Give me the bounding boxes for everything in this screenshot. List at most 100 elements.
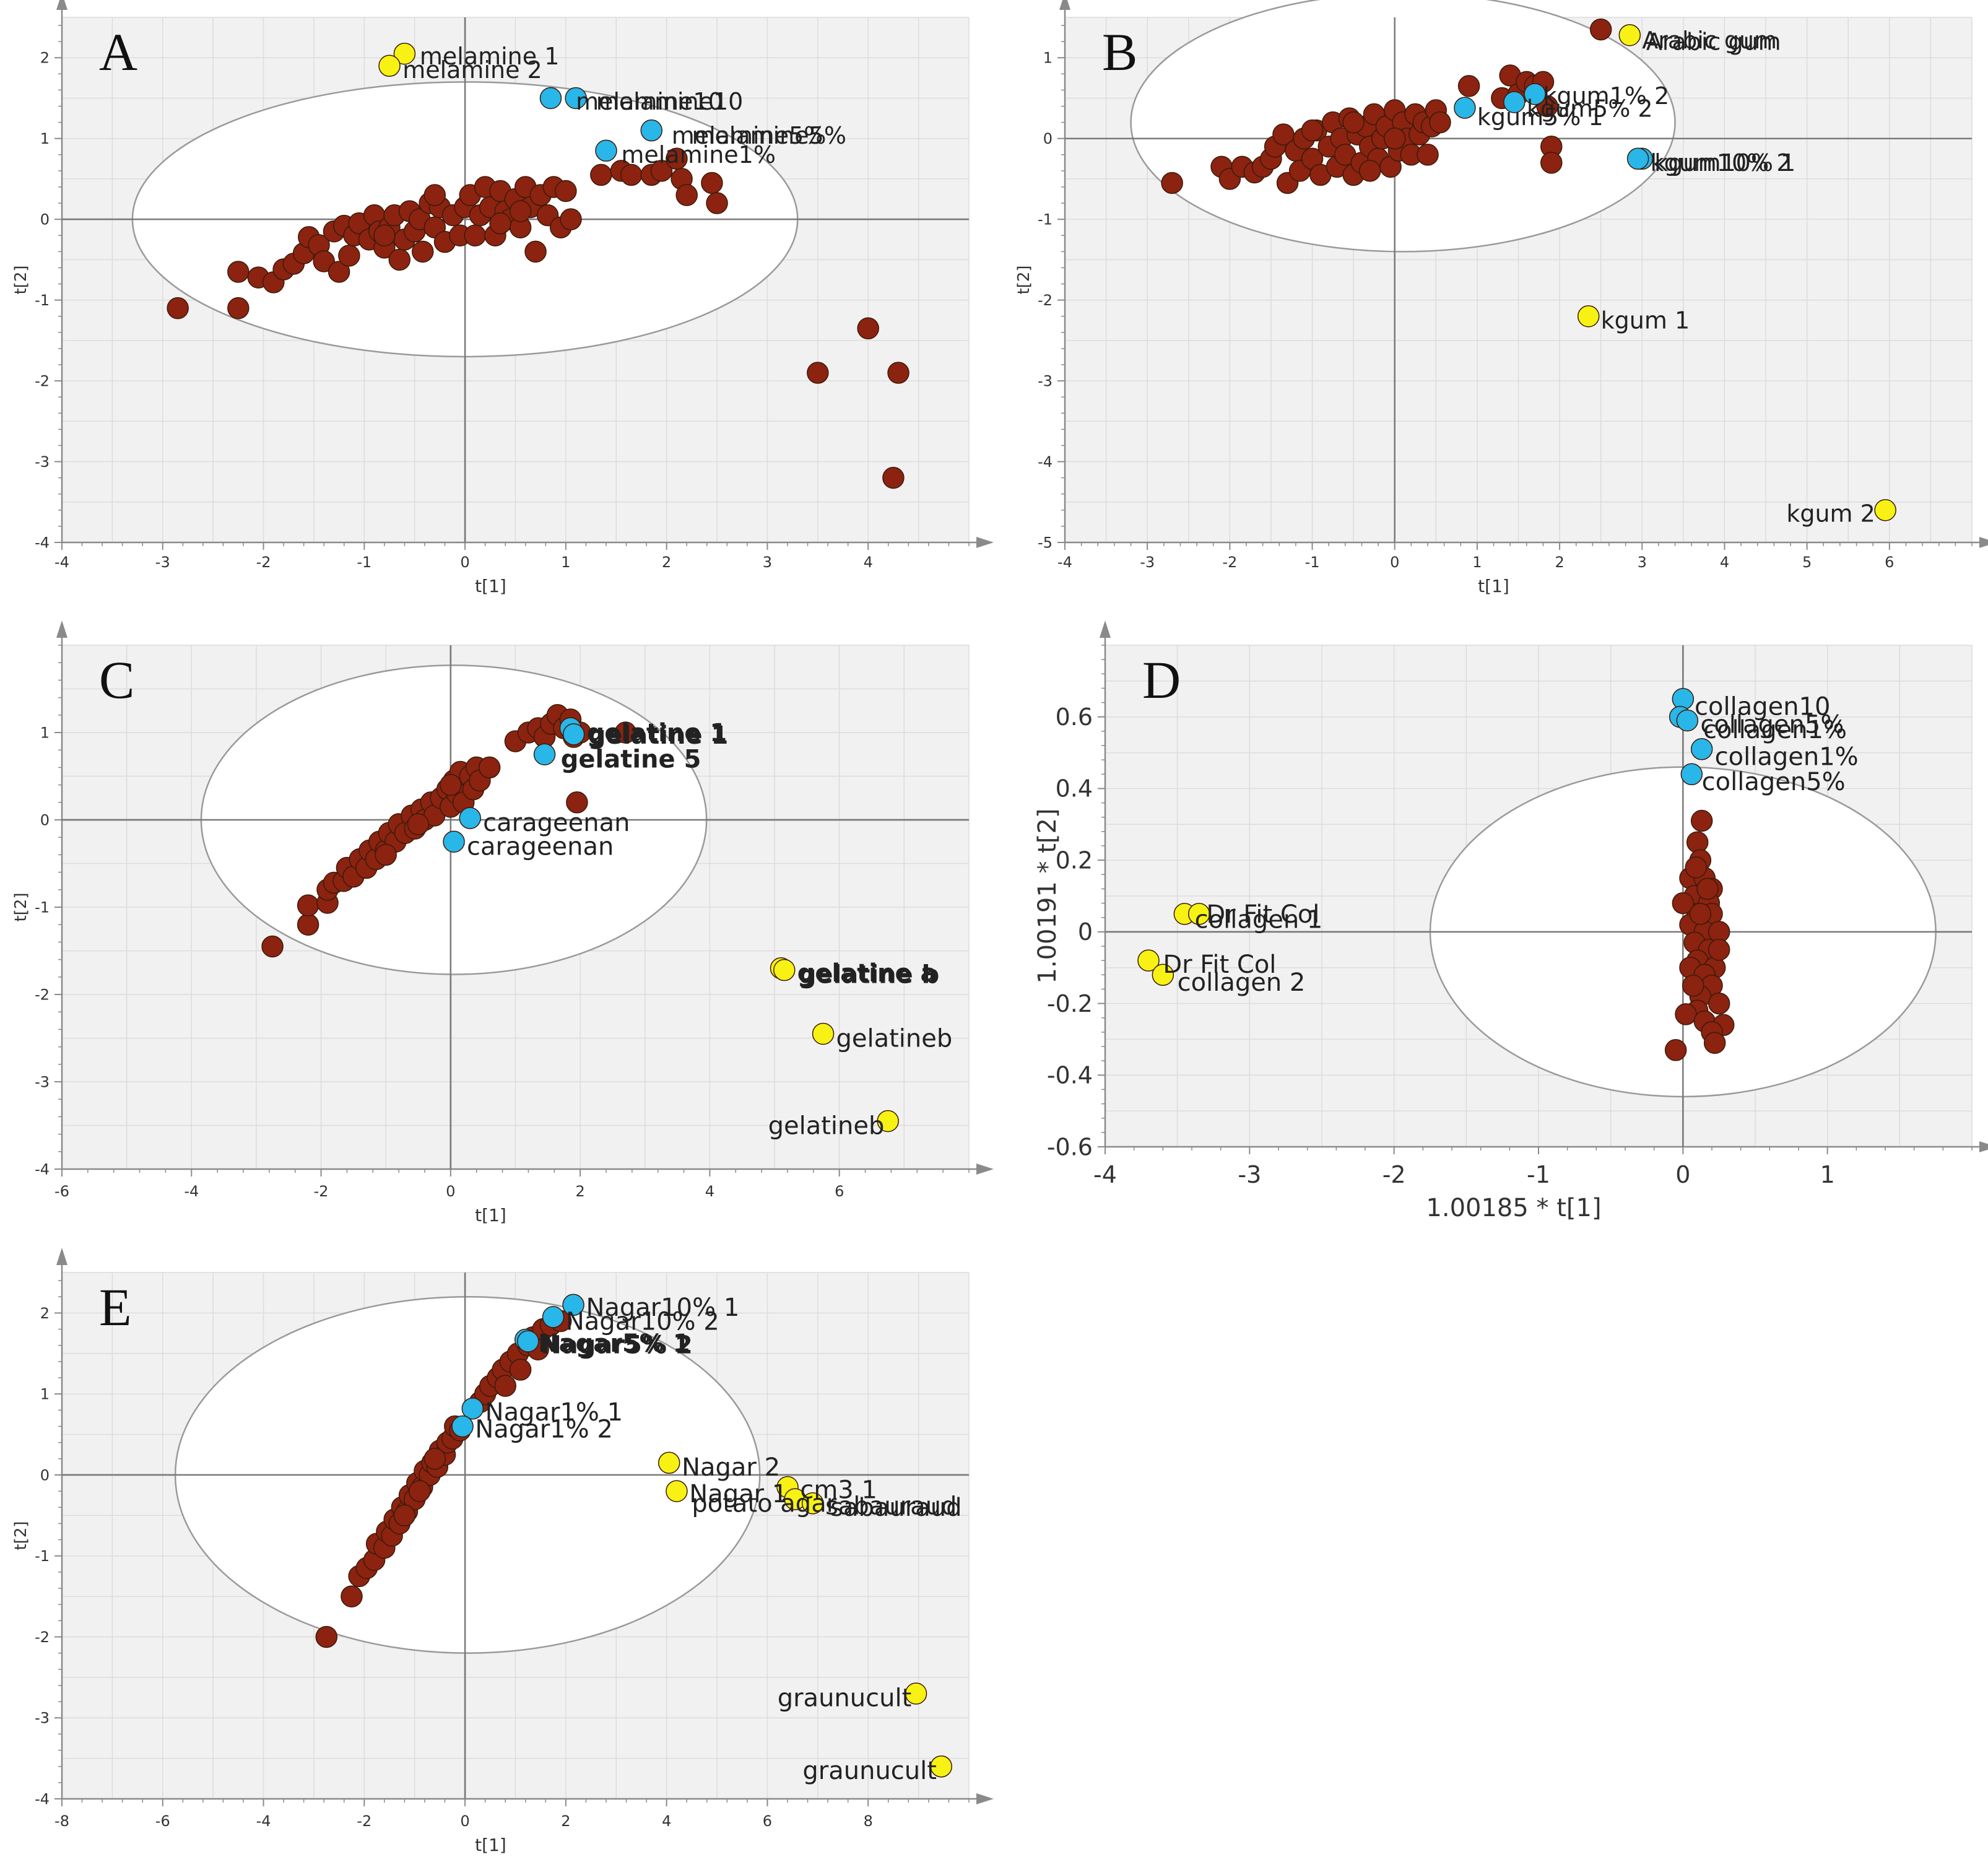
point-samples (328, 261, 350, 283)
point-samples (261, 935, 284, 958)
point-label: kgum5% 2 (1527, 95, 1653, 123)
point-label: Nagar5% 1 (538, 1329, 690, 1358)
point-references (393, 42, 416, 65)
y-axis-label: t[2] (1015, 265, 1033, 294)
point-samples (882, 466, 905, 489)
point-samples (409, 1480, 431, 1502)
point-samples (1301, 119, 1324, 142)
point-label: collagen10 (1695, 692, 1830, 721)
x-axis-arrow (1979, 1141, 1988, 1152)
x-tick-label: -4 (1093, 1161, 1117, 1188)
point-samples (1696, 877, 1719, 900)
x-tick-label: -3 (155, 554, 170, 571)
x-tick-label: 1 (561, 554, 570, 571)
y-tick-label: -1 (1038, 211, 1053, 228)
point-label: collagen1% (1715, 742, 1859, 771)
point-adulterated (1626, 147, 1649, 170)
point-samples (1417, 144, 1439, 166)
y-tick-label: 0 (40, 811, 50, 829)
point-samples (701, 172, 723, 194)
x-tick-label: 6 (1885, 554, 1894, 571)
y-tick-label: -3 (35, 453, 50, 471)
y-tick-label: -2 (35, 1629, 50, 1646)
point-samples (1690, 809, 1713, 832)
point-label: sabauraud (825, 1492, 957, 1521)
point-adulterated (1524, 83, 1546, 105)
point-label: graunucult (802, 1757, 937, 1785)
x-tick-label: 3 (1638, 554, 1647, 571)
point-samples (440, 773, 462, 796)
point-label: gelatineb (836, 1025, 952, 1053)
y-tick-label: -0.6 (1047, 1133, 1093, 1160)
x-tick-label: 6 (763, 1812, 772, 1830)
point-samples (560, 208, 582, 230)
point-samples (650, 160, 673, 182)
point-label: gelatine a (797, 959, 937, 988)
point-adulterated (461, 1397, 484, 1420)
x-tick-label: -2 (314, 1183, 329, 1200)
point-label: gelatine b (799, 961, 939, 990)
x-axis-label: t[1] (1478, 576, 1509, 596)
point-label: sabauraud (830, 1494, 961, 1522)
x-tick-label: -2 (256, 554, 271, 571)
y-tick-label: 2 (40, 1305, 50, 1322)
point-label: collagen5% (1700, 710, 1844, 739)
point-samples (1383, 127, 1406, 150)
point-samples (1540, 152, 1563, 174)
x-tick-label: 0 (446, 1183, 455, 1200)
point-label: gelatineb (768, 1112, 885, 1141)
point-samples (407, 813, 430, 835)
x-axis-label: t[1] (475, 1205, 506, 1225)
y-tick-label: 0.6 (1056, 703, 1093, 731)
x-tick-label: -2 (1222, 554, 1237, 571)
point-samples (167, 297, 189, 320)
point-label: carageenan (483, 809, 630, 837)
x-tick-label: -3 (1140, 554, 1155, 571)
point-samples (807, 362, 829, 384)
y-tick-label: -1 (35, 898, 50, 916)
point-samples (1457, 75, 1480, 97)
point-label: melamine10 (596, 88, 744, 115)
point-adulterated (1503, 91, 1526, 113)
x-axis-arrow (1979, 537, 1988, 548)
x-tick-label: -2 (357, 1812, 371, 1830)
point-adulterated (451, 1415, 474, 1438)
x-tick-label: -4 (54, 554, 69, 571)
point-samples (313, 250, 335, 272)
point-adulterated (562, 1294, 584, 1316)
y-tick-label: -0.2 (1047, 990, 1093, 1017)
y-tick-label: -4 (1038, 453, 1053, 471)
x-tick-label: 6 (835, 1183, 844, 1200)
point-references (1577, 305, 1600, 328)
x-axis-label: t[1] (475, 576, 506, 596)
point-samples (423, 1448, 446, 1470)
panel-e: -8 -6 -4 -2 0 2 4 6 8 -4 -3 -2 -1 0 1 2 t[1] t[2] Nagar10%… (12, 1248, 994, 1855)
x-tick-label: 0 (460, 1812, 469, 1830)
point-samples (297, 913, 319, 936)
y-tick-label: -4 (35, 1790, 50, 1808)
point-label: melamine 2 (402, 56, 542, 84)
x-tick-label: -1 (1305, 554, 1320, 571)
panel-d: -4 -3 -2 -1 0 1 -0.6 -0.4 -0.2 0 0.2 0.4 0.6 1.00185 … (1033, 620, 1988, 1222)
point-label: Nagar10% 2 (566, 1307, 719, 1336)
point-references (773, 959, 796, 981)
point-label: carageenan (467, 832, 614, 861)
y-tick-label: -4 (35, 534, 50, 551)
y-axis-label: 1.00191 * t[2] (1033, 808, 1062, 983)
y-tick-label: 0 (40, 1466, 50, 1484)
point-adulterated (1676, 709, 1699, 732)
point-references (1137, 949, 1160, 972)
point-adulterated (1454, 97, 1476, 119)
point-label: gelatine 5 (561, 745, 701, 773)
x-tick-label: -6 (54, 1183, 69, 1200)
x-tick-label: -4 (184, 1183, 199, 1200)
x-tick-label: -4 (1057, 554, 1072, 571)
point-samples (555, 180, 577, 202)
point-label: collagen 2 (1178, 968, 1306, 997)
panel-letter: B (1102, 22, 1137, 82)
point-samples (1342, 111, 1365, 134)
point-label: potato agar (692, 1490, 836, 1518)
point-references (812, 1022, 835, 1045)
point-label: collagen5% (1702, 768, 1846, 796)
